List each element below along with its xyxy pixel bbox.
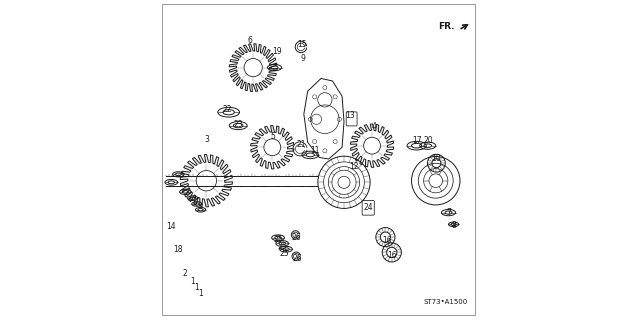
Text: 16: 16 (382, 236, 392, 245)
Text: 9: 9 (301, 53, 306, 62)
Text: 25: 25 (277, 242, 287, 251)
Text: 24: 24 (363, 203, 373, 212)
Text: 8: 8 (451, 221, 456, 230)
Text: 6: 6 (248, 36, 252, 45)
Text: 1: 1 (198, 289, 203, 298)
Text: 19: 19 (272, 46, 282, 56)
Text: ST73•A1500: ST73•A1500 (424, 299, 468, 305)
Text: 4: 4 (372, 122, 376, 131)
Text: 14: 14 (166, 222, 176, 231)
Text: 3: 3 (204, 135, 210, 144)
Text: 17: 17 (412, 136, 422, 145)
Text: FR.: FR. (438, 22, 455, 31)
Text: 16: 16 (387, 251, 397, 260)
Text: 26: 26 (292, 254, 302, 263)
Text: 13: 13 (345, 111, 355, 120)
Text: 1: 1 (194, 283, 199, 292)
Text: 25: 25 (274, 235, 283, 244)
Text: 10: 10 (432, 154, 441, 163)
Text: 18: 18 (173, 245, 183, 254)
Text: 23: 23 (233, 120, 243, 129)
Text: 21: 21 (296, 140, 306, 149)
Text: 22: 22 (223, 105, 233, 114)
Text: 15: 15 (297, 40, 307, 49)
Text: 2: 2 (183, 268, 188, 278)
Text: 12: 12 (349, 162, 358, 171)
Text: 25: 25 (280, 249, 289, 258)
Text: 1: 1 (190, 276, 195, 285)
Text: 7: 7 (446, 208, 451, 217)
Text: 11: 11 (310, 146, 319, 155)
Text: 26: 26 (291, 233, 301, 242)
Text: 5: 5 (270, 132, 275, 140)
Text: 20: 20 (424, 136, 433, 145)
